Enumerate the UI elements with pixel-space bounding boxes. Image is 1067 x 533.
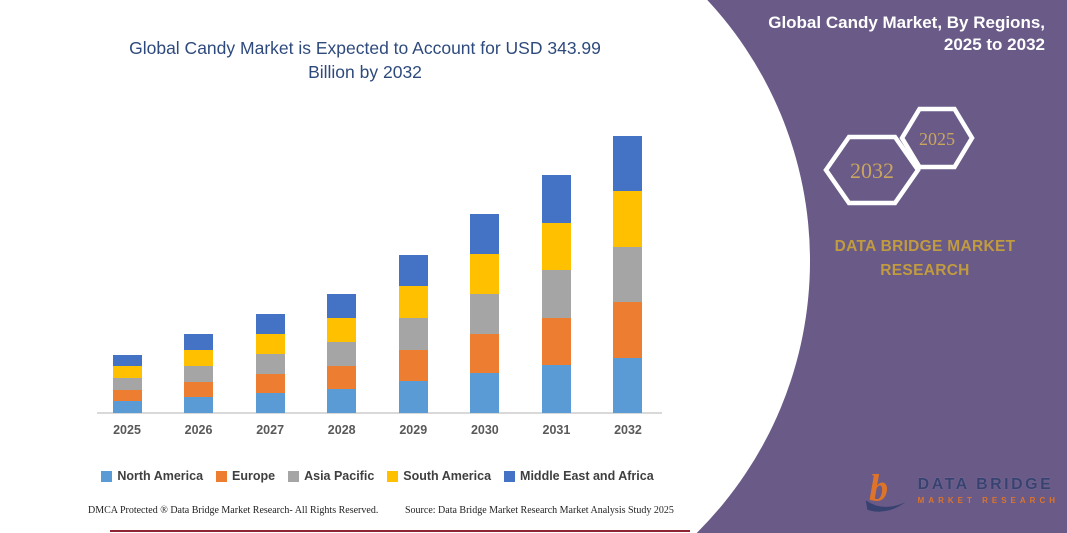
bar-segment bbox=[613, 135, 643, 192]
hexagon-2032-label: 2032 bbox=[850, 158, 894, 183]
x-axis-label: 2027 bbox=[256, 423, 285, 437]
bar-segment bbox=[541, 175, 571, 223]
stacked-bar-2028 bbox=[327, 294, 357, 413]
legend-item: Europe bbox=[216, 469, 275, 483]
bar-segment bbox=[398, 349, 428, 382]
bar-segment bbox=[470, 333, 500, 374]
bar-segment bbox=[184, 334, 214, 351]
bar-segment bbox=[112, 377, 142, 390]
legend-swatch-icon bbox=[387, 470, 399, 482]
x-axis-label: 2032 bbox=[614, 423, 642, 437]
stacked-bar-2032 bbox=[613, 135, 643, 413]
bar-segment bbox=[470, 373, 500, 413]
legend-swatch-icon bbox=[504, 470, 516, 482]
bar-segment bbox=[398, 254, 428, 287]
bar-segment bbox=[613, 246, 643, 303]
bar-segment bbox=[184, 350, 214, 366]
bar-segment bbox=[112, 354, 142, 367]
legend-item: Asia Pacific bbox=[288, 469, 374, 483]
x-axis-line bbox=[97, 412, 662, 414]
x-axis-labels: 2025 2026 2027 2028 2029 2030 2031 2032 bbox=[97, 423, 662, 439]
bar-segment bbox=[613, 191, 643, 247]
plot-area bbox=[97, 123, 662, 414]
hexagon-2025-label: 2025 bbox=[919, 129, 955, 149]
x-axis-label: 2031 bbox=[542, 423, 571, 437]
bar-segment bbox=[112, 366, 142, 378]
legend-label: Asia Pacific bbox=[304, 469, 375, 483]
bar-segment bbox=[255, 373, 285, 394]
panel-title-line2: 2025 to 2032 bbox=[943, 35, 1045, 55]
stacked-bar-2026 bbox=[184, 334, 214, 413]
bar-segment bbox=[541, 222, 571, 271]
x-axis-label: 2029 bbox=[399, 423, 428, 437]
bar-segment bbox=[613, 357, 643, 413]
chart-legend: North America Europe Asia Pacific South Ame… bbox=[80, 469, 675, 483]
bar-segment bbox=[541, 365, 571, 413]
legend-item: North America bbox=[101, 469, 203, 483]
bar-segment bbox=[184, 365, 214, 382]
legend-label: Europe bbox=[232, 469, 276, 483]
hexagon-badges: 2032 2025 bbox=[823, 106, 975, 206]
footer-rule bbox=[110, 530, 690, 532]
bar-segment bbox=[398, 381, 428, 413]
bar-segment bbox=[613, 302, 643, 358]
legend-item: South America bbox=[387, 469, 491, 483]
hexagon-2025 bbox=[899, 106, 975, 170]
legend-label: North America bbox=[117, 469, 204, 483]
bar-segment bbox=[255, 393, 285, 413]
bar-segment bbox=[184, 397, 214, 413]
bar-segment bbox=[398, 286, 428, 319]
bar-segment bbox=[327, 318, 357, 342]
bar-segment bbox=[398, 318, 428, 350]
x-axis-label: 2026 bbox=[184, 423, 213, 437]
bar-segment bbox=[255, 353, 285, 374]
legend-swatch-icon bbox=[216, 470, 228, 482]
x-axis-label: 2028 bbox=[327, 423, 356, 437]
stacked-bar-2027 bbox=[255, 314, 285, 413]
legend-swatch-icon bbox=[101, 470, 113, 482]
bar-segment bbox=[112, 389, 142, 402]
bar-segment bbox=[470, 293, 500, 334]
svg-text:b: b bbox=[869, 467, 888, 509]
bar-segment bbox=[327, 365, 357, 390]
stacked-bar-2030 bbox=[470, 214, 500, 413]
stacked-bar-2029 bbox=[398, 254, 428, 413]
brand-line2: RESEARCH bbox=[880, 262, 970, 280]
bar-segment bbox=[112, 401, 142, 413]
bar-segment bbox=[541, 270, 571, 318]
data-bridge-logo: b DATA BRIDGE MARKET RESEARCH bbox=[864, 462, 1059, 518]
footer-dmca-text: DMCA Protected ® Data Bridge Market Rese… bbox=[88, 505, 379, 516]
bar-segment bbox=[327, 389, 357, 413]
logo-tagline: MARKET RESEARCH bbox=[917, 495, 1059, 505]
hexagon-2032 bbox=[823, 134, 921, 206]
bar-segment bbox=[255, 314, 285, 335]
bar-segment bbox=[184, 381, 214, 398]
bar-segment bbox=[541, 317, 571, 366]
bar-segment bbox=[327, 341, 357, 366]
bar-segment bbox=[470, 254, 500, 294]
brand-line1: DATA BRIDGE MARKET bbox=[834, 238, 1016, 255]
bar-segment bbox=[327, 294, 357, 318]
stacked-bar-2031 bbox=[541, 175, 571, 413]
x-axis-label: 2030 bbox=[470, 423, 499, 437]
x-axis-label: 2025 bbox=[113, 423, 141, 437]
logo-b-icon: b bbox=[865, 467, 906, 512]
legend-label: South America bbox=[403, 469, 492, 483]
bar-segment bbox=[470, 214, 500, 255]
legend-swatch-icon bbox=[288, 470, 300, 482]
footer-source-text: Source: Data Bridge Market Research Mark… bbox=[405, 505, 674, 516]
chart-title: Global Candy Market is Expected to Accou… bbox=[129, 38, 601, 83]
logo-name: DATA BRIDGE bbox=[917, 475, 1054, 493]
legend-item: Middle East and Africa bbox=[504, 469, 654, 483]
bar-segment bbox=[255, 334, 285, 354]
legend-label: Middle East and Africa bbox=[520, 469, 654, 483]
panel-title: Global Candy Market, By Regions, 2025 to… bbox=[725, 12, 1045, 56]
stacked-bar-2025 bbox=[112, 354, 142, 413]
brand-wordmark: DATA BRIDGE MARKET RESEARCH bbox=[810, 235, 1040, 283]
panel-title-line1: Global Candy Market, By Regions, bbox=[768, 13, 1045, 32]
